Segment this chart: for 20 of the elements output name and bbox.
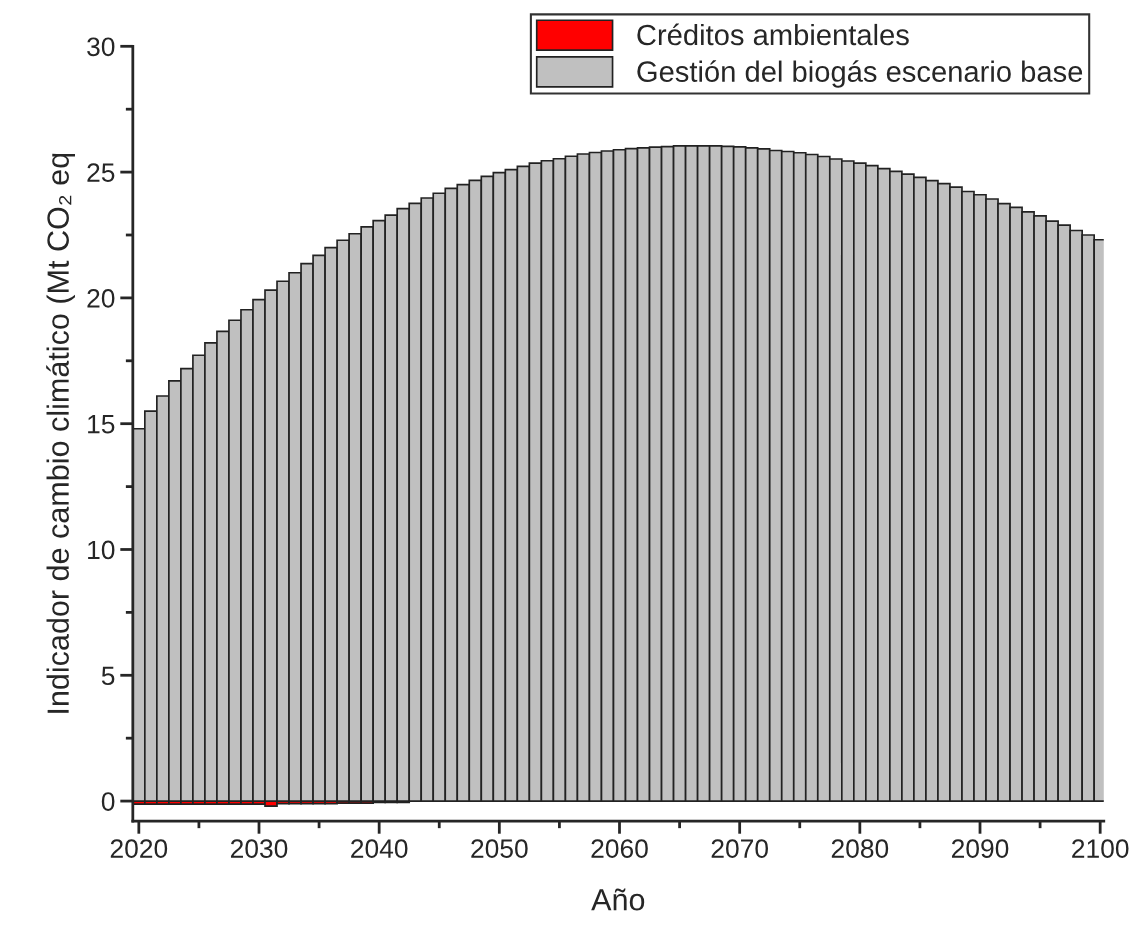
x-tick-label: 2060 bbox=[591, 839, 648, 858]
y-tick-label: 15 bbox=[88, 415, 115, 434]
x-tick-label: 2030 bbox=[230, 839, 288, 858]
y-tick-label: 30 bbox=[87, 37, 115, 57]
x-tick-label: 2050 bbox=[471, 839, 528, 858]
x-axis-title: Año bbox=[591, 888, 645, 911]
y-tick-label: 10 bbox=[88, 540, 115, 560]
y-tick-label: 25 bbox=[87, 163, 115, 182]
legend-label: Gestión del biogás escenario base bbox=[637, 60, 1083, 88]
legend-label: Créditos ambientales bbox=[637, 23, 909, 46]
x-tick-label: 2040 bbox=[351, 839, 408, 858]
y-tick-label: 0 bbox=[101, 792, 115, 811]
x-tick-label: 2090 bbox=[951, 839, 1009, 858]
y-tick-label: 20 bbox=[87, 289, 115, 308]
x-tick-label: 2070 bbox=[711, 839, 768, 858]
x-tick-label: 2100 bbox=[1072, 839, 1129, 858]
x-tick-label: 2020 bbox=[110, 839, 168, 858]
y-axis-title: Indicador de cambio climático (Mt CO₂ eq bbox=[46, 153, 75, 713]
x-tick-label: 2080 bbox=[831, 839, 889, 858]
y-tick-label: 5 bbox=[101, 666, 115, 686]
